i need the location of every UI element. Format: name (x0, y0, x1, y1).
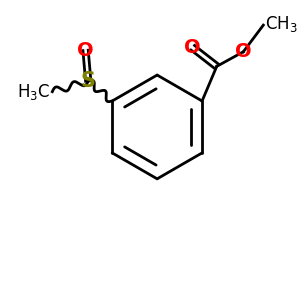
Text: O: O (235, 42, 252, 61)
Text: O: O (77, 41, 94, 60)
Text: H$_3$C: H$_3$C (17, 82, 50, 102)
Text: O: O (184, 38, 201, 57)
Text: S: S (81, 71, 96, 91)
Text: CH$_3$: CH$_3$ (265, 14, 297, 34)
